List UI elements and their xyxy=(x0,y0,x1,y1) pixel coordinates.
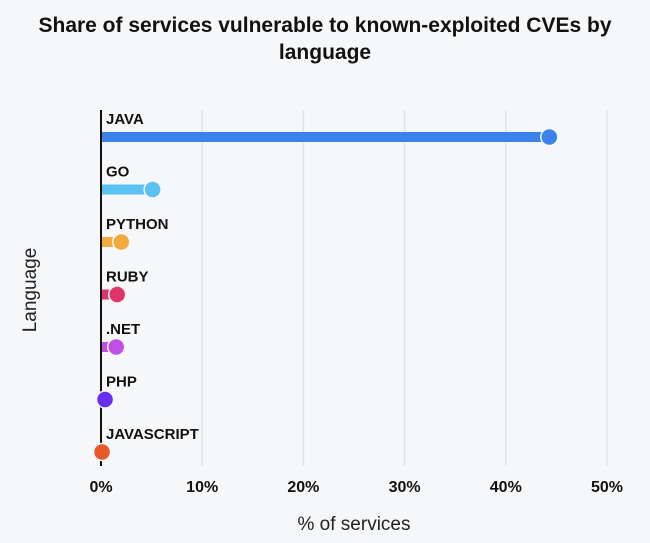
x-tick-label: 20% xyxy=(287,479,319,496)
data-point xyxy=(95,390,115,409)
data-point xyxy=(106,337,126,357)
data-point xyxy=(92,442,112,462)
y-axis-label: Language xyxy=(20,248,41,333)
category-label: PYTHON xyxy=(106,216,169,233)
x-tick-label: 30% xyxy=(389,479,421,496)
category-label: GO xyxy=(106,164,130,181)
bar xyxy=(102,132,550,142)
x-tick-label: 40% xyxy=(490,479,522,496)
data-point xyxy=(107,285,127,304)
category-label: RUBY xyxy=(106,269,149,286)
x-tick-label: 0% xyxy=(89,479,112,496)
category-label: PHP xyxy=(106,374,137,391)
category-label: .NET xyxy=(106,321,140,338)
data-point xyxy=(143,180,162,199)
x-tick-label: 50% xyxy=(591,479,623,496)
x-tick-label: 10% xyxy=(186,479,218,496)
chart-title: Share of services vulnerable to known-ex… xyxy=(38,14,612,64)
x-axis-label: % of services xyxy=(298,514,411,535)
bar xyxy=(102,237,122,247)
data-point xyxy=(111,232,131,252)
category-label: JAVA xyxy=(106,111,144,128)
bar xyxy=(102,184,153,195)
category-label: JAVASCRIPT xyxy=(106,426,199,443)
data-point xyxy=(540,127,559,147)
